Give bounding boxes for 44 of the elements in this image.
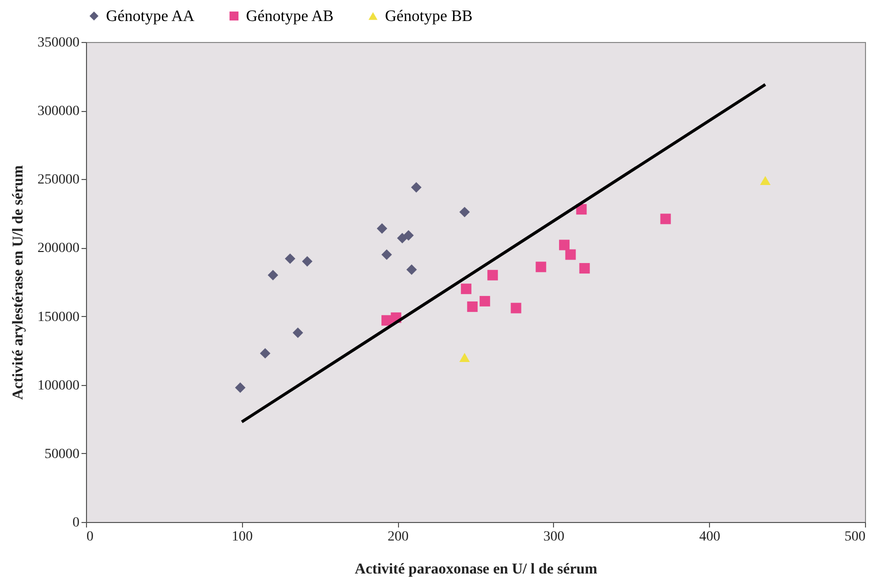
point [381,249,392,260]
point [411,182,422,193]
point [292,328,304,338]
x-tick-label: 100 [232,530,253,544]
x-tick-label: 0 [86,530,94,544]
y-axis-title: Activité arylestérase en U/l de sérum [10,164,26,400]
point [459,352,470,362]
point [579,263,590,274]
point [536,262,546,272]
point [559,240,570,250]
point [510,302,522,314]
point [284,253,296,264]
y-tick-label: 250000 [38,172,80,188]
x-tick-label: 500 [844,530,866,544]
x-tick-label: 200 [388,530,409,544]
legend-label: Génotype BB [385,8,473,25]
point [460,284,472,294]
point [480,296,490,306]
legend-label: Génotype AB [246,8,334,25]
y-tick-label: 300000 [38,104,80,120]
point [487,270,498,280]
x-tick-label: 300 [543,530,564,544]
point [302,256,312,267]
y-tick-label: 200000 [38,241,80,256]
x-axis-title: Activité paraoxonase en U/ l de sérum [354,562,598,578]
y-tick-label: 150000 [38,310,80,325]
point [403,230,414,241]
point [268,270,278,280]
point [459,206,470,218]
x-tick-label: 400 [699,530,720,544]
point [397,232,408,244]
y-tick-label: 100000 [38,378,80,394]
point [406,264,417,275]
point [467,301,478,312]
point [660,214,671,224]
y-tick-label: 350000 [38,36,80,50]
y-tick-label: 0 [72,516,80,530]
point [260,348,270,359]
point [565,249,576,260]
point [760,176,771,186]
point [376,223,388,234]
y-tick-label: 50000 [44,446,80,462]
point [235,382,246,393]
legend-label: Génotype AA [106,8,195,25]
